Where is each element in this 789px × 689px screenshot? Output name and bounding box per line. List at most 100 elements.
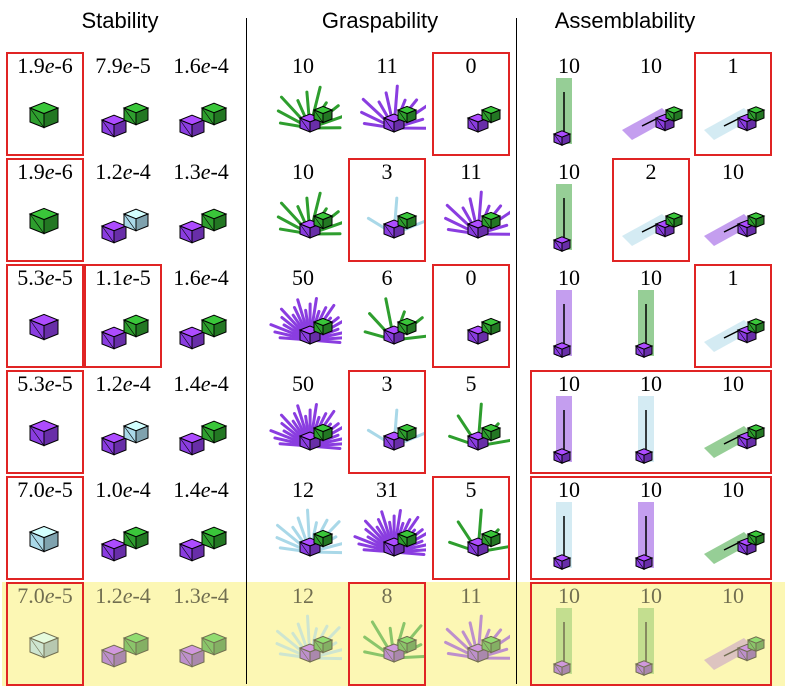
assemblability-cell-r2-c1: 10 xyxy=(530,158,608,262)
header-assemblability: Assemblability xyxy=(554,8,696,33)
target-block xyxy=(654,219,676,238)
base-block xyxy=(178,114,206,138)
assemblability-value: 1 xyxy=(727,265,739,290)
graspability-render xyxy=(466,105,502,133)
graspability-render xyxy=(275,508,342,557)
graspability-cell-r1-c2: 11 xyxy=(348,52,426,156)
stability-render xyxy=(100,420,150,456)
base-block xyxy=(466,219,490,239)
base-block xyxy=(100,538,128,562)
separator-1 xyxy=(246,18,247,684)
assemblability-cell-r6-c2: 10 xyxy=(612,582,690,686)
stability-value: 7.0e-5 xyxy=(17,477,73,502)
stability-value: 1.9e-6 xyxy=(17,159,73,184)
best-selection-box xyxy=(348,158,426,262)
base-block xyxy=(298,431,322,451)
top-block xyxy=(122,420,150,444)
base-block xyxy=(298,219,322,239)
assemblability-cell-r6-c3: 10 xyxy=(694,582,772,686)
assemblability-value: 10 xyxy=(722,477,744,502)
stability-cell-r3-c3: 1.6e-4 xyxy=(162,264,240,368)
stability-render xyxy=(28,525,60,553)
graspability-value: 8 xyxy=(381,583,393,608)
best-selection-box xyxy=(530,582,772,686)
assemblability-value: 2 xyxy=(645,159,657,184)
top-block xyxy=(122,208,150,232)
assemblability-value: 10 xyxy=(558,265,580,290)
top-block xyxy=(664,106,684,122)
graspability-cell-r5-c2: 31 xyxy=(348,476,426,580)
assemblability-value: 10 xyxy=(640,371,662,396)
target-block xyxy=(552,236,572,252)
best-selection-box xyxy=(348,582,426,686)
assemblability-render xyxy=(634,396,654,464)
stability-render xyxy=(100,102,150,138)
best-selection-box xyxy=(694,264,772,368)
graspability-cell-r2-c2: 3 xyxy=(348,158,426,262)
target-block xyxy=(552,130,572,146)
graspability-value: 31 xyxy=(376,477,398,502)
top-block xyxy=(200,314,228,338)
base-block xyxy=(100,220,128,244)
graspability-cell-r2-c1: 10 xyxy=(264,158,342,262)
assemblability-cell-r5-c1: 10 xyxy=(530,476,608,580)
stability-cell-r2-c1: 1.9e-6 xyxy=(6,158,84,262)
best-selection-box xyxy=(84,264,162,368)
part-block xyxy=(28,313,60,341)
stability-value: 1.3e-4 xyxy=(173,159,229,184)
separator-2 xyxy=(516,18,517,684)
stability-render xyxy=(178,208,228,244)
assemblability-render xyxy=(634,290,654,358)
stability-cell-r6-c1: 7.0e-5 xyxy=(6,582,84,686)
top-block xyxy=(480,105,502,124)
assemblability-render xyxy=(552,184,572,252)
assemblability-cell-r6-c1: 10 xyxy=(530,582,608,686)
assemblability-render xyxy=(704,530,766,564)
assemblability-cell-r3-c1: 10 xyxy=(530,264,608,368)
assemblability-value: 10 xyxy=(558,477,580,502)
top-block xyxy=(396,105,418,124)
assemblability-cell-r4-c3: 10 xyxy=(694,370,772,474)
stability-cell-r3-c2: 1.1e-5 xyxy=(84,264,162,368)
graspability-render xyxy=(366,196,426,239)
graspability-value: 11 xyxy=(376,53,398,78)
top-block xyxy=(396,317,418,336)
stability-render xyxy=(100,632,150,668)
top-block xyxy=(312,317,334,336)
stability-render xyxy=(178,102,228,138)
assemblability-value: 10 xyxy=(558,159,580,184)
stability-value: 1.6e-4 xyxy=(173,53,229,78)
graspability-value: 6 xyxy=(381,265,393,290)
top-block xyxy=(122,632,150,656)
best-selection-box xyxy=(6,370,84,474)
top-block xyxy=(396,529,418,548)
top-block xyxy=(122,314,150,338)
stability-render xyxy=(28,101,60,129)
base-block xyxy=(100,432,128,456)
assemblability-value: 10 xyxy=(558,371,580,396)
top-block xyxy=(396,211,418,230)
stability-value: 1.6e-4 xyxy=(173,265,229,290)
assemblability-cell-r1-c3: 1 xyxy=(694,52,772,156)
graspability-render xyxy=(363,297,426,345)
graspability-value: 50 xyxy=(292,265,314,290)
assemblability-render xyxy=(704,318,766,352)
stability-render xyxy=(28,631,60,659)
target-block xyxy=(634,554,654,570)
graspability-cell-r3-c3: 0 xyxy=(432,264,510,368)
target-block xyxy=(552,554,572,570)
assemblability-render xyxy=(552,290,572,358)
assemblability-cell-r3-c3: 1 xyxy=(694,264,772,368)
stability-render xyxy=(178,420,228,456)
graspability-value: 11 xyxy=(460,583,482,608)
stability-value: 1.3e-4 xyxy=(173,583,229,608)
assemblability-value: 10 xyxy=(640,265,662,290)
stability-value: 1.2e-4 xyxy=(95,583,151,608)
stability-render xyxy=(28,207,60,235)
top-block xyxy=(200,420,228,444)
assemblability-cell-r3-c2: 10 xyxy=(612,264,690,368)
base-block xyxy=(178,538,206,562)
graspability-cell-r4-c3: 5 xyxy=(432,370,510,474)
stability-cell-r5-c1: 7.0e-5 xyxy=(6,476,84,580)
